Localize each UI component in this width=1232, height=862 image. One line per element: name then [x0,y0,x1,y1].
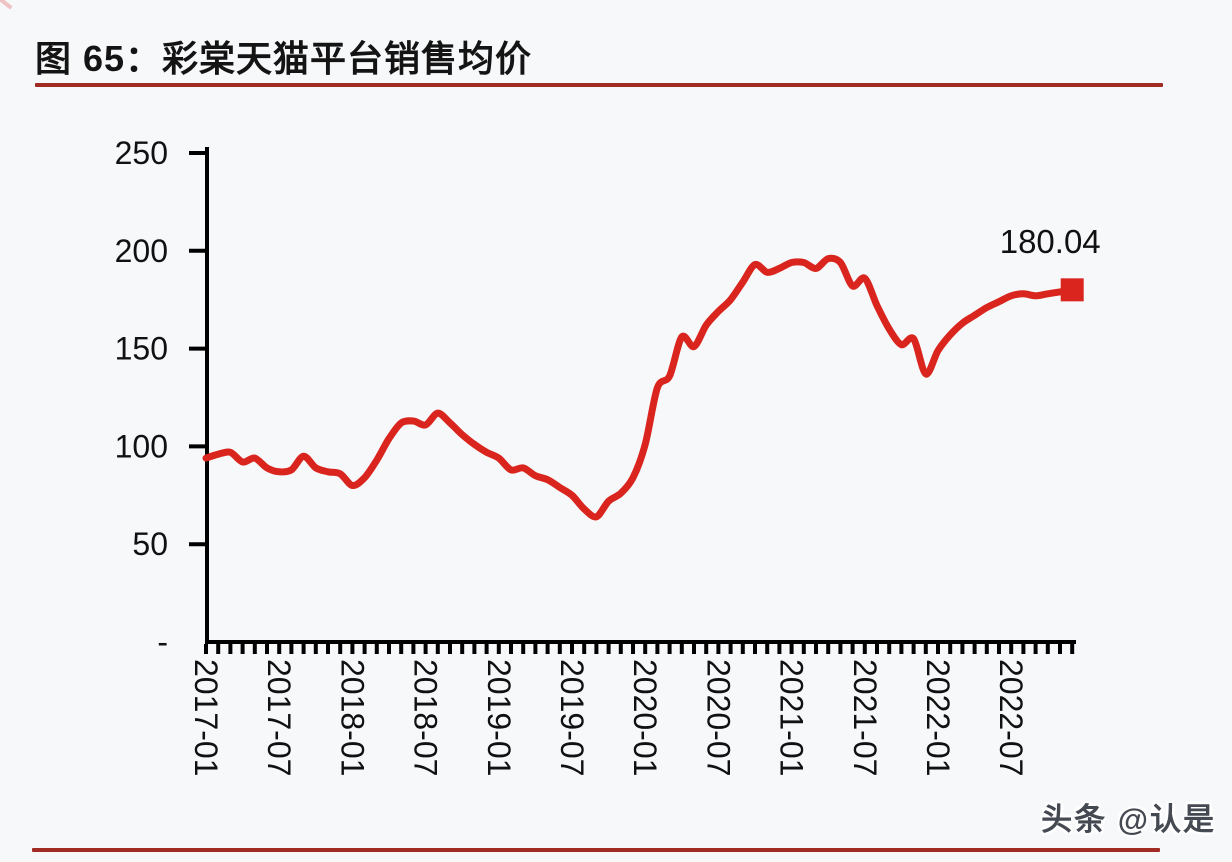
y-tick-label: 100 [115,428,168,464]
x-tick-label: 2018-07 [408,659,444,776]
x-tick-label: 2018-01 [334,659,370,776]
bottom-border-rule [32,848,1160,852]
last-point-marker [1060,278,1084,302]
x-tick-label: 2022-01 [920,659,956,776]
x-tick-label: 2022-07 [993,659,1029,776]
y-tick-label: 150 [115,331,168,367]
y-tick-label: 200 [115,233,168,269]
x-tick-label: 2019-01 [481,659,517,776]
title-underline-rule [35,83,1163,87]
price-line [202,254,1076,521]
figure-title: 图 65：彩棠天猫平台销售均价 [35,38,533,79]
y-tick-label: 250 [115,135,168,171]
watermark-text: 头条 @认是 [1041,802,1216,837]
x-tick-label: 2020-01 [627,659,663,776]
y-tick-label: 50 [132,526,168,562]
x-tick-label: 2020-07 [700,659,736,776]
x-tick-label: 2019-07 [554,659,590,776]
last-value-annotation: 180.04 [1000,223,1101,260]
y-tick-label: - [157,624,168,660]
x-tick-label: 2017-07 [261,659,297,776]
x-tick-label: 2021-07 [847,659,883,776]
x-tick-label: 2017-01 [188,659,224,776]
x-tick-label: 2021-01 [774,659,810,776]
